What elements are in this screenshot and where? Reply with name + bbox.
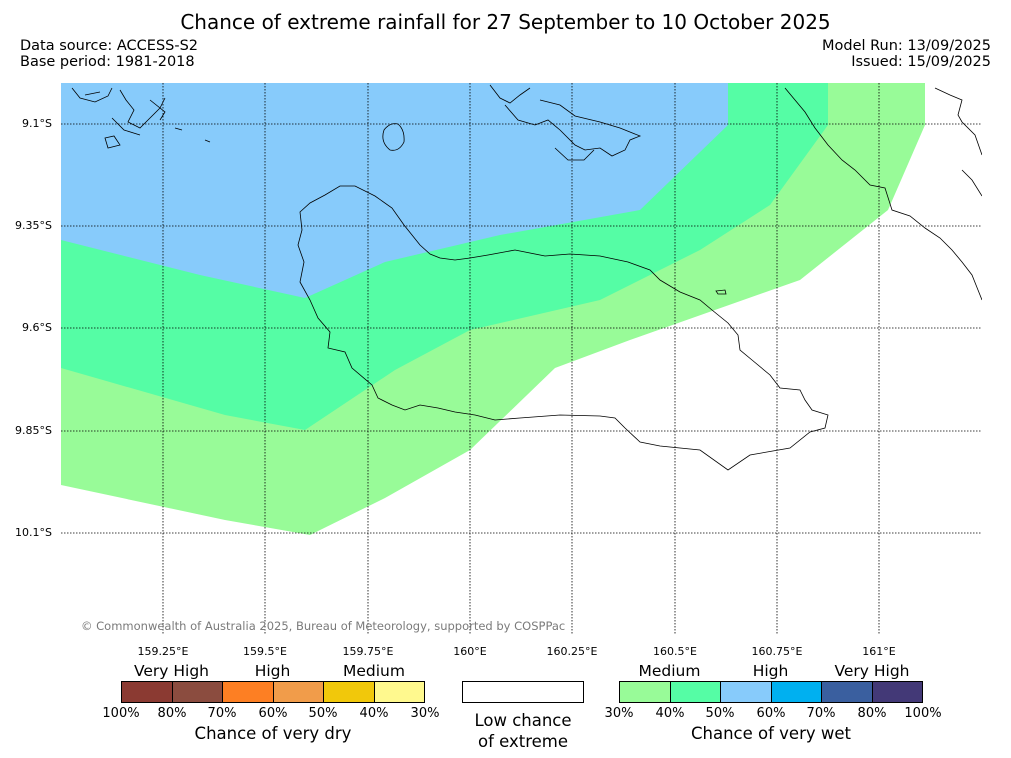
zone-high-50-60 bbox=[61, 83, 728, 298]
lon-label: 159.5°E bbox=[243, 645, 287, 658]
wet-colorbar bbox=[619, 681, 923, 703]
small-island-outline bbox=[382, 123, 405, 151]
map-title: Chance of extreme rainfall for 27 Septem… bbox=[180, 10, 831, 34]
lat-label: 9.85°S bbox=[15, 424, 52, 437]
dry-tick: 100% bbox=[102, 706, 140, 721]
low-chance-line1: Low chance bbox=[474, 711, 572, 730]
eastern-coast-outline bbox=[784, 87, 982, 301]
northern-islands-outline bbox=[489, 84, 642, 161]
wet-swatch bbox=[822, 681, 873, 703]
wet-tick: 40% bbox=[655, 706, 685, 721]
wet-tick: 50% bbox=[705, 706, 735, 721]
wet-swatch bbox=[620, 681, 671, 703]
wet-tick: 80% bbox=[857, 706, 887, 721]
lon-label: 160.5°E bbox=[653, 645, 697, 658]
wet-tick: 60% bbox=[756, 706, 786, 721]
dry-swatch bbox=[324, 681, 375, 703]
dry-colorbar bbox=[121, 681, 425, 703]
dry-tick: 80% bbox=[157, 706, 187, 721]
base-period: Base period: 1981-2018 bbox=[20, 54, 195, 70]
source-info: Data source: ACCESS-S2 Base period: 1981… bbox=[20, 38, 198, 70]
main-island-outline bbox=[297, 185, 829, 471]
dry-swatch bbox=[173, 681, 223, 703]
copyright-credit: © Commonwealth of Australia 2025, Bureau… bbox=[81, 619, 566, 633]
dry-head-very-high: Very High bbox=[133, 662, 210, 680]
dry-head-high: High bbox=[254, 662, 291, 680]
graticule bbox=[61, 83, 982, 635]
wet-swatch bbox=[721, 681, 772, 703]
wet-tick: 30% bbox=[604, 706, 634, 721]
dry-swatch bbox=[122, 681, 173, 703]
islet-outline bbox=[715, 289, 727, 295]
dry-tick: 30% bbox=[410, 706, 440, 721]
dry-tick: 40% bbox=[359, 706, 389, 721]
low-chance-line2: of extreme bbox=[477, 732, 569, 751]
lon-label: 160°E bbox=[453, 645, 487, 658]
lat-label: 10.1°S bbox=[15, 526, 52, 539]
data-source: Data source: ACCESS-S2 bbox=[20, 38, 199, 54]
probability-zones bbox=[61, 83, 925, 535]
lat-label: 9.35°S bbox=[15, 219, 52, 232]
lon-label: 160.75°E bbox=[751, 645, 803, 658]
dry-head-medium: Medium bbox=[343, 662, 405, 680]
wet-caption: Chance of very wet bbox=[691, 724, 851, 743]
wet-swatch bbox=[772, 681, 822, 703]
lat-label: 9.6°S bbox=[22, 321, 52, 334]
northwest-islands-outline bbox=[71, 87, 211, 149]
lon-label: 161°E bbox=[862, 645, 896, 658]
wet-head-very-high: Very High bbox=[834, 662, 910, 680]
low-chance-swatch bbox=[462, 681, 584, 703]
wet-tick: 100% bbox=[904, 706, 942, 721]
low-chance-caption: Low chance of extreme bbox=[443, 710, 603, 752]
lon-label: 159.75°E bbox=[342, 645, 394, 658]
model-run: Model Run: 13/09/2025 bbox=[821, 38, 991, 54]
dry-tick: 70% bbox=[207, 706, 237, 721]
wet-head-medium: Medium bbox=[638, 662, 701, 680]
dry-swatch bbox=[223, 681, 274, 703]
dry-swatch bbox=[274, 681, 324, 703]
lat-label: 9.1°S bbox=[22, 117, 52, 130]
dry-tick: 60% bbox=[258, 706, 288, 721]
run-info: Model Run: 13/09/2025 Issued: 15/09/2025 bbox=[822, 38, 991, 70]
issued-date: Issued: 15/09/2025 bbox=[851, 54, 991, 70]
wet-tick: 70% bbox=[806, 706, 836, 721]
wet-swatch bbox=[873, 681, 923, 703]
lon-label: 160.25°E bbox=[546, 645, 598, 658]
dry-tick: 50% bbox=[308, 706, 338, 721]
lon-label: 159.25°E bbox=[137, 645, 189, 658]
wet-head-high: High bbox=[752, 662, 789, 680]
coastlines bbox=[71, 84, 982, 471]
dry-caption: Chance of very dry bbox=[194, 724, 352, 743]
wet-swatch bbox=[671, 681, 721, 703]
dry-swatch bbox=[375, 681, 425, 703]
